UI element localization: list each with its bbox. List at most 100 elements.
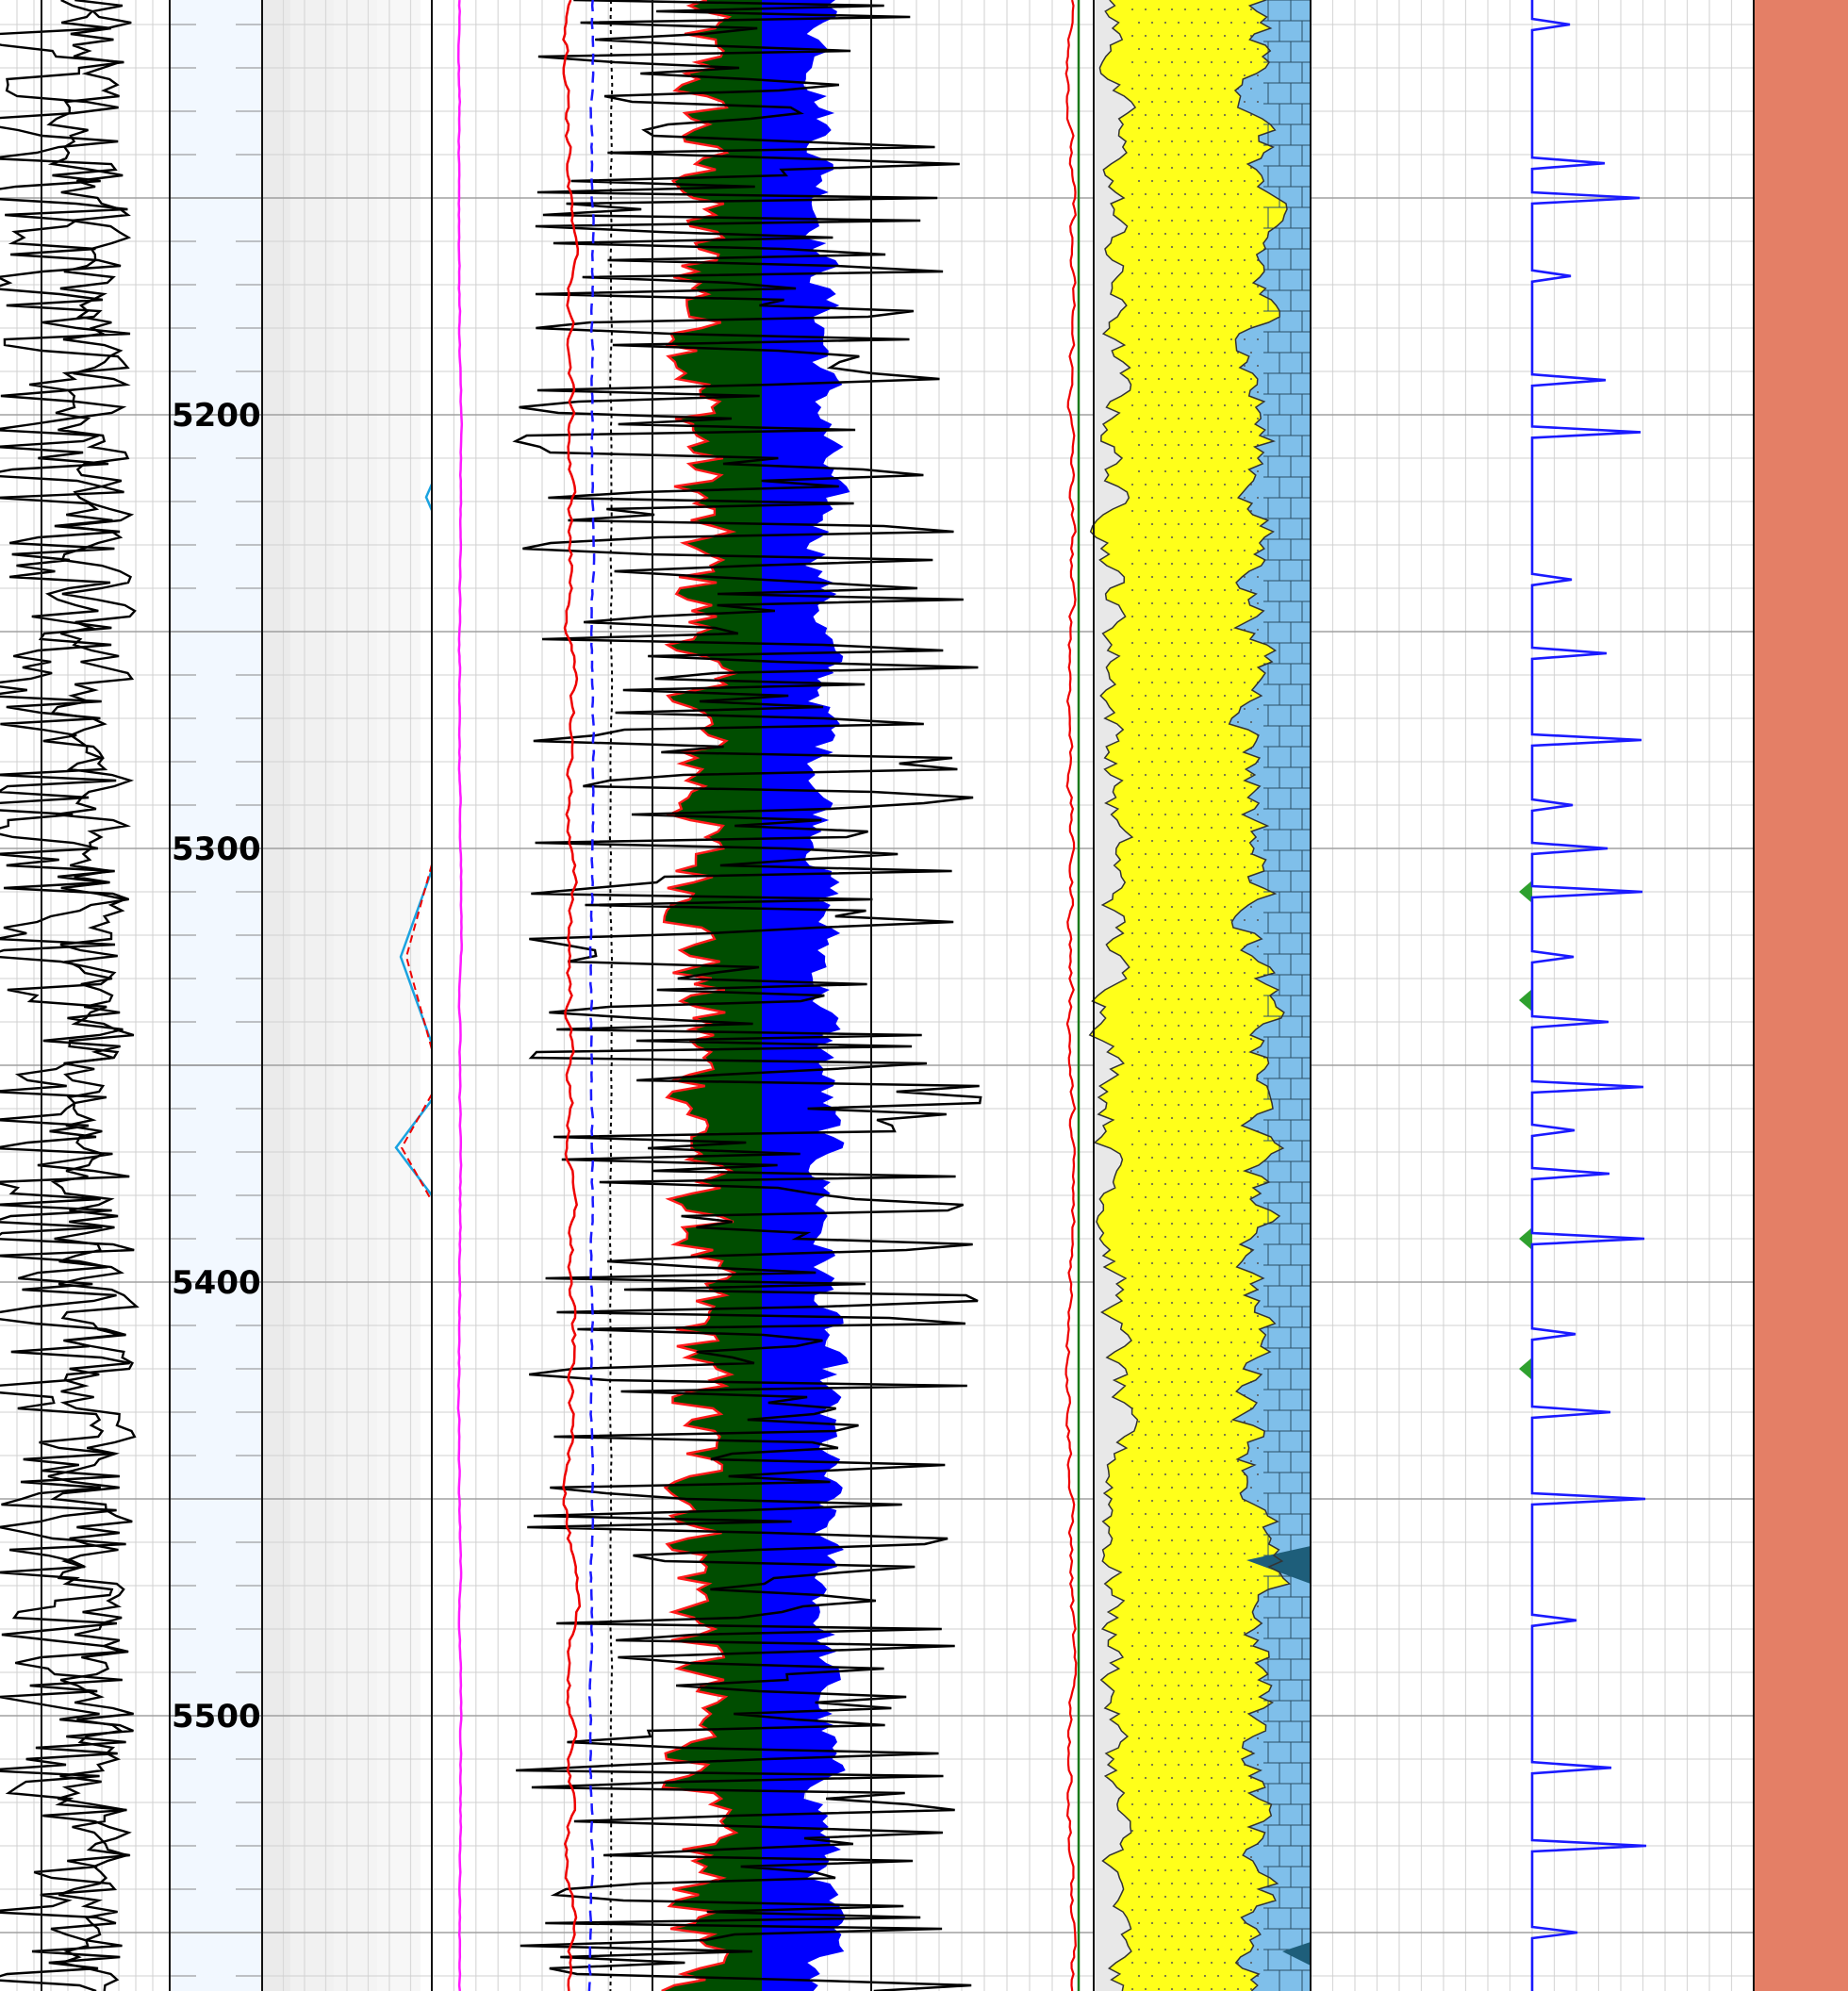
sand-dot [1178, 682, 1180, 683]
sand-dot [1237, 1592, 1239, 1594]
sand-dot [1204, 286, 1206, 288]
sand-dot [1217, 893, 1219, 895]
sand-dot [1250, 8, 1252, 10]
sand-dot [1257, 1341, 1259, 1343]
sand-dot [1244, 1711, 1246, 1713]
sand-dot [1211, 1249, 1213, 1251]
sand-dot [1164, 1236, 1166, 1238]
sand-dot [1184, 1909, 1186, 1911]
sand-dot [1230, 1896, 1232, 1898]
sand-dot [1178, 365, 1180, 367]
sand-dot [1237, 906, 1239, 908]
sand-dot [1178, 1421, 1180, 1423]
sand-dot [1197, 1064, 1199, 1066]
sand-dot [1191, 787, 1193, 789]
sand-dot [1164, 1975, 1166, 1977]
sand-dot [1131, 616, 1133, 617]
sand-dot [1250, 880, 1252, 881]
sand-dot [1237, 1091, 1239, 1093]
sand-dot [1217, 1394, 1219, 1396]
sand-dot [1230, 22, 1232, 24]
sand-dot [1158, 1698, 1160, 1700]
sand-dot [1131, 668, 1133, 670]
sand-dot [1138, 180, 1140, 182]
sand-dot [1197, 1460, 1199, 1462]
sand-dot [1178, 1975, 1180, 1977]
sand-dot [1204, 338, 1206, 340]
sand-dot [1145, 1460, 1147, 1462]
sand-dot [1230, 470, 1232, 472]
sand-dot [1164, 1447, 1166, 1449]
sand-dot [1230, 1526, 1232, 1528]
sand-dot [1230, 154, 1232, 156]
sand-dot [1237, 563, 1239, 565]
sand-dot [1171, 1144, 1173, 1145]
sand-dot [1257, 946, 1259, 947]
sand-dot [1204, 1051, 1206, 1053]
sand-dot [1158, 88, 1160, 90]
sand-dot [1204, 893, 1206, 895]
sand-dot [1211, 404, 1213, 406]
sand-dot [1217, 1896, 1219, 1898]
sand-dot [1244, 972, 1246, 974]
sand-dot [1211, 378, 1213, 380]
sand-dot [1184, 1619, 1186, 1621]
sand-dot [1131, 1988, 1133, 1990]
sand-dot [1230, 1737, 1232, 1739]
sand-dot [1204, 1817, 1206, 1818]
sand-dot [1138, 1843, 1140, 1845]
sand-dot [1204, 259, 1206, 261]
sand-dot [1204, 946, 1206, 947]
sand-dot [1191, 391, 1193, 393]
sand-dot [1217, 550, 1219, 551]
sand-dot [1250, 1962, 1252, 1964]
sand-dot [1131, 457, 1133, 459]
sand-dot [1204, 1236, 1206, 1238]
sand-dot [1244, 470, 1246, 472]
sand-dot [1191, 1341, 1193, 1343]
sand-dot [1244, 576, 1246, 578]
sand-dot [1171, 1460, 1173, 1462]
sand-dot [1250, 1091, 1252, 1093]
sand-dot [1131, 193, 1133, 195]
sand-dot [1224, 457, 1226, 459]
sand-dot [1191, 1764, 1193, 1766]
sand-dot [1151, 1737, 1153, 1739]
sand-dot [1204, 1896, 1206, 1898]
sand-dot [1204, 74, 1206, 76]
sand-dot [1164, 946, 1166, 947]
sand-dot [1237, 1275, 1239, 1277]
sand-dot [1171, 35, 1173, 37]
sand-dot [1250, 246, 1252, 248]
sand-dot [1178, 655, 1180, 657]
sand-dot [1191, 761, 1193, 763]
sand-dot [1145, 1223, 1147, 1225]
sand-dot [1217, 1341, 1219, 1343]
sand-dot [1230, 1922, 1232, 1924]
sand-dot [1138, 127, 1140, 129]
sand-dot [1257, 1526, 1259, 1528]
sand-dot [1151, 470, 1153, 472]
sand-dot [1164, 761, 1166, 763]
sand-dot [1257, 180, 1259, 182]
sand-dot [1230, 1605, 1232, 1607]
sand-dot [1250, 668, 1252, 670]
sand-dot [1158, 959, 1160, 961]
sand-dot [1158, 1117, 1160, 1119]
sand-dot [1138, 48, 1140, 50]
sand-dot [1151, 1632, 1153, 1634]
sand-dot [1131, 1064, 1133, 1066]
sand-dot [1191, 418, 1193, 420]
sand-dot [1211, 616, 1213, 617]
sand-dot [1217, 1922, 1219, 1924]
sand-dot [1171, 1355, 1173, 1357]
sand-dot [1151, 523, 1153, 525]
sand-dot [1197, 167, 1199, 169]
sand-dot [1250, 1038, 1252, 1040]
sand-dot [1230, 48, 1232, 50]
sand-dot [1138, 1262, 1140, 1264]
sand-dot [1230, 1236, 1232, 1238]
sand-dot [1244, 101, 1246, 103]
sand-dot [1211, 1275, 1213, 1277]
grid-lines [0, 0, 1754, 1991]
